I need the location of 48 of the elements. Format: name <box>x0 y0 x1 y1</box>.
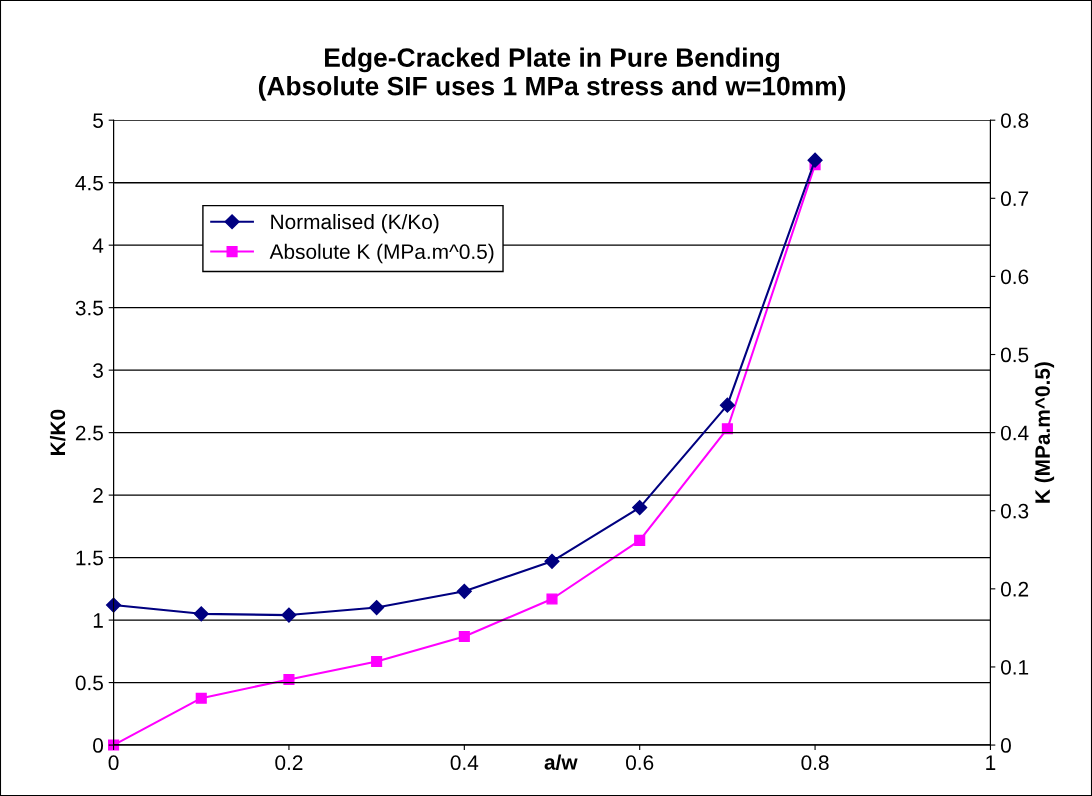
y-tick-label: 2.5 <box>75 425 103 441</box>
point <box>634 534 646 546</box>
y2-tick-label: 0.1 <box>1000 659 1029 675</box>
x-tick-label: 1 <box>986 755 996 770</box>
point <box>281 607 297 623</box>
point <box>105 597 122 613</box>
point <box>283 673 295 686</box>
point <box>371 655 383 668</box>
y-tick-label: 1.5 <box>76 550 103 566</box>
y-tick-label: 2 <box>93 488 103 503</box>
point <box>719 397 735 413</box>
y2-tick-label: 0.8 <box>1000 113 1029 128</box>
point <box>807 152 823 168</box>
y-tick-label: 4 <box>92 238 104 253</box>
y2-tick-label: 0.7 <box>1000 191 1029 207</box>
x-tick-label: 0.8 <box>801 755 829 771</box>
y2-axis-title: K (MPa.m^0.5) <box>1034 362 1055 503</box>
legend-label: Absolute K (MPa.m^0.5) <box>269 243 494 264</box>
legend-label: Normalised (K/Ko) <box>271 213 439 234</box>
point <box>721 423 733 435</box>
x-tick-label: 0 <box>108 755 119 771</box>
y-tick-label: 4.5 <box>75 175 103 191</box>
y-tick-label: 3 <box>93 363 103 378</box>
x-tick-label: 0.4 <box>450 755 479 771</box>
point <box>544 553 560 569</box>
point <box>456 583 472 599</box>
y-tick-label: 1 <box>93 613 103 628</box>
point <box>632 500 648 516</box>
y2-tick-label: 0.3 <box>1000 503 1029 519</box>
x-axis-title: a/w <box>544 754 578 770</box>
x-tick-label: 0.2 <box>275 755 303 771</box>
y2-tick-label: 0.5 <box>1000 347 1029 363</box>
y-axis-title: K/K0 <box>49 409 66 455</box>
y2-tick-label: 0.6 <box>1000 269 1029 285</box>
y-tick-label: 3.5 <box>75 300 103 316</box>
point <box>193 606 209 622</box>
y-tick-label: 5 <box>93 113 103 128</box>
y-tick-label: 0.5 <box>75 675 103 691</box>
point <box>546 593 558 605</box>
x-tick-label: 0.6 <box>626 755 654 771</box>
y2-tick-label: 0.2 <box>1000 581 1029 597</box>
point <box>458 630 470 643</box>
point <box>369 600 385 616</box>
y2-tick-label: 0.4 <box>1000 425 1029 441</box>
y-tick-label: 0 <box>93 738 104 753</box>
point <box>195 692 207 704</box>
chart-title: Edge-Cracked Plate in Pure Bending (Absolute SIF uses 1 MPa stress and w=10mm) <box>258 47 846 101</box>
y2-tick-label: 0 <box>1000 738 1011 753</box>
